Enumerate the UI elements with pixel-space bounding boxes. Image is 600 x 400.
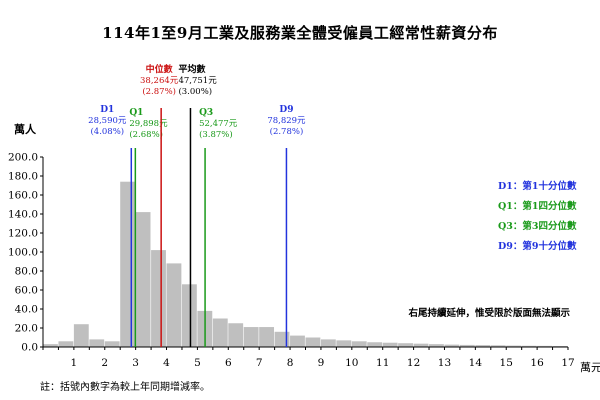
y-tick-label: 80.0 xyxy=(15,266,38,278)
x-tick-label: 13 xyxy=(438,357,451,369)
y-tick-label: 0.0 xyxy=(21,342,38,354)
marker-label-d9: D9 xyxy=(279,105,293,115)
bar xyxy=(89,339,105,347)
bar xyxy=(166,263,182,347)
x-tick-label: 4 xyxy=(163,357,170,369)
marker-change-d9: (2.78%) xyxy=(270,126,304,137)
marker-value-q3: 52,477元 xyxy=(199,119,238,129)
bar xyxy=(290,335,305,347)
legend-entry: D1：第1十分位數 xyxy=(498,180,577,192)
y-axis-label: 萬人 xyxy=(14,122,37,136)
marker-change-d1: (4.08%) xyxy=(90,126,124,137)
x-tick-label: 12 xyxy=(407,357,420,369)
y-tick-label: 200.0 xyxy=(8,152,38,164)
marker-change-q3: (3.87%) xyxy=(199,129,233,140)
marker-label-mean: 平均數 xyxy=(178,63,206,75)
bar xyxy=(521,345,537,347)
x-tick-label: 1 xyxy=(71,357,78,369)
marker-label-median: 中位數 xyxy=(146,63,174,75)
bar xyxy=(58,341,74,347)
y-tick-label: 20.0 xyxy=(15,323,38,335)
axes-layer: 0.0 20.0 40.0 60.0 80.0 100.0 120.0 140.0 160.0 1… xyxy=(8,152,575,370)
bar xyxy=(120,181,136,347)
bar xyxy=(181,284,197,347)
y-tick-label: 60.0 xyxy=(15,285,38,297)
bar xyxy=(212,318,228,347)
bar xyxy=(243,327,259,347)
marker-value-d9: 78,829元 xyxy=(267,116,306,126)
chart-title: 114年1至9月工業及服務業全體受僱員工經常性薪資分布 xyxy=(102,24,498,42)
bar xyxy=(367,342,383,347)
x-axis-label: 萬元 xyxy=(580,361,600,374)
legend-entry: Q3：第3四分位數 xyxy=(498,220,577,232)
y-tick-label: 40.0 xyxy=(15,304,38,316)
legend-entry: D9：第9十分位數 xyxy=(498,240,577,252)
bar xyxy=(459,344,475,347)
bar xyxy=(490,345,506,347)
bar xyxy=(104,341,120,347)
marker-value-mean: 47,751元 xyxy=(178,76,217,86)
bar xyxy=(228,323,244,347)
marker-value-d1: 28,590元 xyxy=(88,116,127,126)
y-tick-label: 180.0 xyxy=(8,171,38,183)
bar xyxy=(274,331,290,347)
marker-change-q1: (2.68%) xyxy=(129,129,163,140)
y-tick-label: 160.0 xyxy=(8,190,38,202)
legend-entry: Q1：第1四分位數 xyxy=(498,200,577,212)
bar xyxy=(444,344,460,347)
marker-change-median: (2.87%) xyxy=(142,86,176,97)
bar xyxy=(135,212,151,347)
bars-layer xyxy=(43,181,568,347)
x-tick-label: 5 xyxy=(194,357,201,369)
bar xyxy=(305,337,321,347)
bar xyxy=(259,327,275,347)
bar xyxy=(413,343,429,347)
x-tick-label: 3 xyxy=(132,357,139,369)
x-tick-label: 16 xyxy=(530,357,544,369)
bar xyxy=(43,344,58,347)
bar xyxy=(382,342,398,347)
x-tick-label: 2 xyxy=(101,357,108,369)
y-tick-label: 140.0 xyxy=(8,209,38,221)
bar xyxy=(336,340,352,347)
bar xyxy=(320,339,336,347)
bar xyxy=(73,324,89,347)
bar xyxy=(429,344,444,347)
marker-label-q1: Q1 xyxy=(129,108,143,118)
tail-annotation: 右尾持續延伸，惟受限於版面無法顯示 xyxy=(407,307,570,319)
marker-value-q1: 29,898元 xyxy=(129,119,168,129)
x-tick-label: 10 xyxy=(345,357,358,369)
bar xyxy=(151,250,166,347)
bar xyxy=(506,345,522,347)
footnote: 註：括號內數字為較上年同期增減率。 xyxy=(40,382,210,393)
x-tick-label: 11 xyxy=(376,357,389,369)
x-tick-label: 9 xyxy=(318,357,325,369)
y-tick-label: 120.0 xyxy=(8,228,38,240)
x-tick-label: 17 xyxy=(561,357,574,369)
x-tick-label: 8 xyxy=(287,357,294,369)
marker-label-q3: Q3 xyxy=(199,108,213,118)
y-tick-label: 100.0 xyxy=(8,247,38,259)
legend-layer: D1：第1十分位數 Q1：第1四分位數 Q3：第3四分位數 D9：第9十分位數 xyxy=(498,180,577,252)
marker-label-d1: D1 xyxy=(100,105,114,115)
x-tick-label: 7 xyxy=(256,357,263,369)
x-tick-label: 15 xyxy=(500,357,513,369)
bar xyxy=(475,345,491,347)
x-tick-label: 14 xyxy=(469,357,483,369)
marker-value-median: 38,264元 xyxy=(140,76,179,86)
bar xyxy=(351,341,367,347)
marker-change-mean: (3.00%) xyxy=(178,86,212,97)
x-tick-label: 6 xyxy=(225,357,232,369)
bar xyxy=(398,343,413,347)
bar xyxy=(537,345,552,347)
